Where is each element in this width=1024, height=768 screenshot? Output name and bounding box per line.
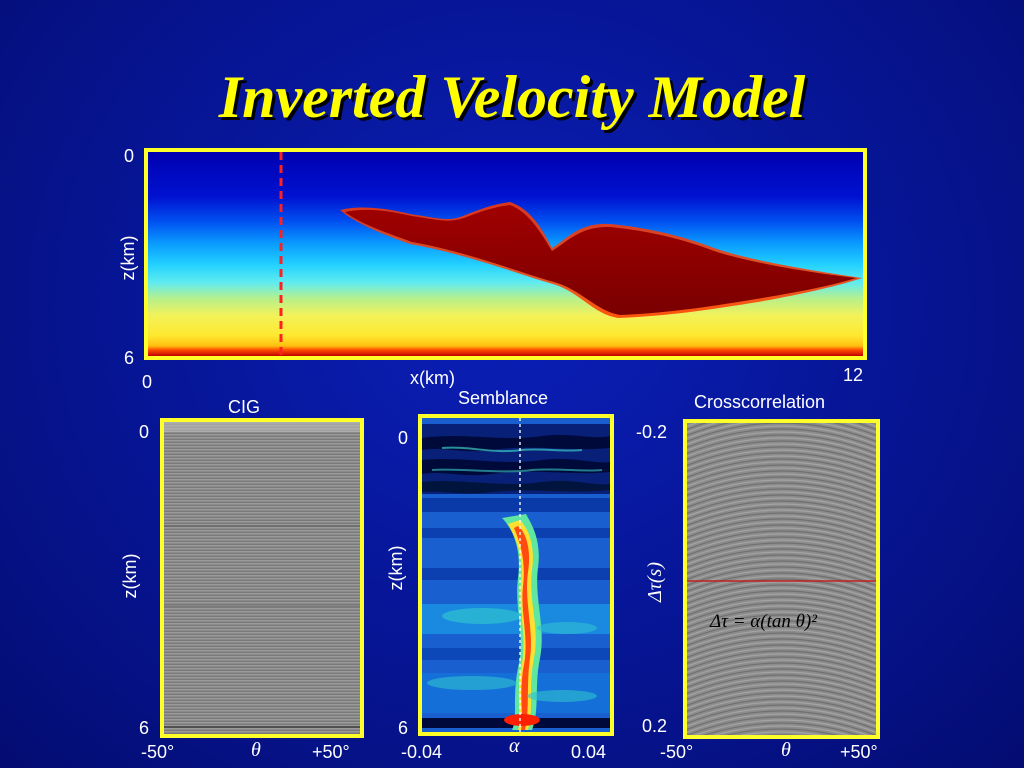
velocity-model-panel (144, 148, 867, 360)
semblance-x-axis-label: α (509, 735, 520, 757)
crosscorrelation-panel (683, 419, 880, 739)
cig-image (164, 422, 360, 734)
semblance-x-right-label: 0.04 (571, 742, 607, 762)
xcorr-x-right-label: +50° (840, 742, 878, 762)
cig-x-right-label: +50° (312, 742, 350, 762)
semblance-z-axis-label: z(km) (386, 545, 406, 591)
xcorr-y-bottom-label: 0.2 (642, 716, 668, 736)
cig-x-left-label: -50° (141, 742, 175, 762)
xcorr-x-axis-label: θ (781, 739, 791, 761)
xcorr-title: Crosscorrelation (694, 392, 826, 412)
velocity-x-axis-label: x(km) (410, 368, 455, 388)
cig-x-axis-label: θ (251, 739, 261, 761)
semblance-z-top-label: 0 (398, 428, 409, 448)
cig-title: CIG (228, 397, 261, 417)
semblance-title: Semblance (458, 388, 549, 408)
xcorr-equation: Δτ = α(tan θ)² (710, 611, 817, 632)
velocity-x-left-label: 0 (142, 372, 153, 392)
velocity-model-image (148, 152, 863, 356)
cig-panel (160, 418, 364, 738)
velocity-x-right-label: 12 (843, 365, 864, 385)
xcorr-x-left-label: -50° (660, 742, 694, 762)
velocity-z-axis-label: z(km) (118, 235, 138, 281)
cig-z-top-label: 0 (139, 422, 150, 442)
xcorr-y-top-label: -0.2 (636, 422, 668, 442)
crosscorrelation-image (687, 423, 876, 735)
slide-title: Inverted Velocity Model (218, 64, 806, 130)
semblance-image (422, 418, 610, 732)
semblance-x-left-label: -0.04 (401, 742, 443, 762)
velocity-z-top-label: 0 (124, 146, 135, 166)
semblance-z-bottom-label: 6 (398, 718, 409, 738)
semblance-panel (418, 414, 614, 736)
xcorr-y-axis-label: Δτ(s) (644, 562, 666, 602)
velocity-z-bottom-label: 6 (124, 348, 135, 368)
cig-z-axis-label: z(km) (120, 553, 140, 599)
cig-z-bottom-label: 6 (139, 718, 150, 738)
